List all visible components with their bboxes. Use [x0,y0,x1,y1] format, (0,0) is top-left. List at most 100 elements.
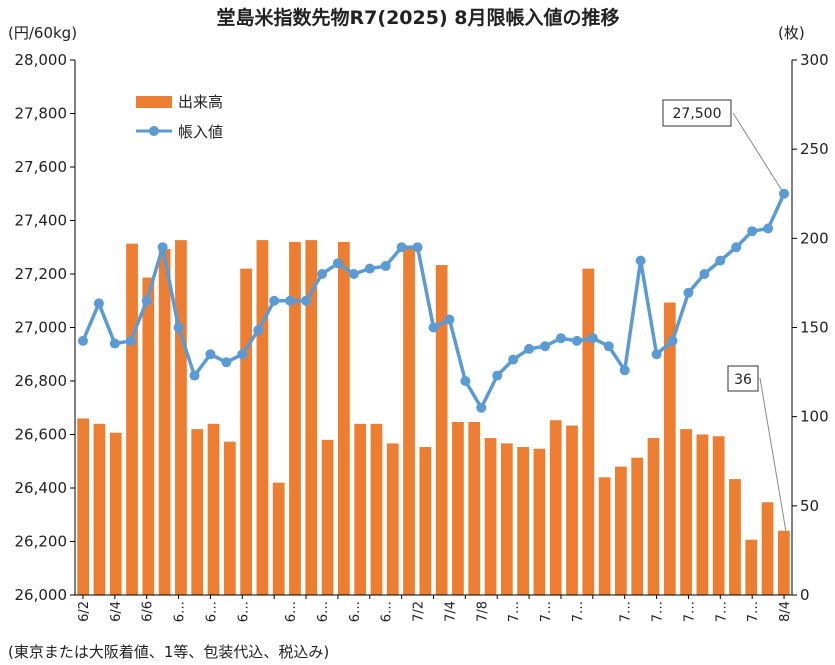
line-point-4 [141,295,152,306]
y-right-tick-4: 200 [800,229,829,247]
line-point-35 [635,255,646,266]
line-point-3 [125,335,136,346]
line-point-11 [253,325,264,336]
bar-29 [549,420,562,595]
annotation-box-1 [662,99,732,127]
x-tick-8: 6… [348,601,363,622]
bar-38 [696,434,709,595]
bar-17 [354,423,367,595]
x-tick-5: 6… [236,601,251,622]
annotation-box-2 [727,365,759,392]
bar-42 [761,502,774,595]
line-point-34 [619,365,630,376]
bar-4 [142,277,155,595]
line-point-1 [93,298,104,309]
x-tick-10: 7/2 [412,601,427,622]
line-point-38 [683,287,694,298]
line-point-22 [428,322,439,333]
line-point-37 [667,335,678,346]
annotation-label-1: 27,500 [673,106,722,122]
x-tick-18: 7… [682,601,697,622]
y-right-tick-3: 150 [800,319,829,337]
line-point-17 [348,269,359,279]
bar-16 [338,241,350,595]
line-point-13 [285,295,296,306]
line-point-20 [396,242,407,253]
bar-35 [647,438,660,595]
footnote: (東京または大阪着値、1等、包装代込、税込み) [8,643,329,661]
y-left-tick-7: 27,400 [15,212,68,230]
line-point-16 [332,258,343,269]
line-point-23 [444,314,455,325]
bar-1 [93,423,106,595]
y-left-tick-3: 26,600 [15,426,68,444]
line-point-33 [603,341,614,352]
bar-25 [484,438,497,595]
bar-37 [680,429,692,595]
x-tick-7: 6… [316,601,331,622]
bar-3 [126,243,138,595]
legend: 出来高 帳入値 [125,82,243,152]
bar-series [77,240,790,596]
x-tick-0: 6/2 [77,601,92,622]
x-tick-16: 7… [619,601,634,622]
bar-7 [191,429,204,595]
bar-12 [272,482,285,595]
y-right-unit: (枚) [778,24,805,42]
x-tick-2: 6/6 [141,601,156,622]
x-tick-9: 6… [380,601,395,622]
annotations: 27,500 36 [662,99,787,531]
x-tick-14: 7… [539,601,554,622]
y-left-unit: (円/60kg) [8,24,77,42]
y-left-tick-4: 26,800 [15,372,68,390]
bar-31 [582,268,595,595]
y-left-tick-10: 28,000 [15,51,68,69]
line-point-25 [476,402,487,413]
bar-19 [386,443,399,595]
bar-33 [615,466,627,595]
x-tick-21: 8/4 [778,601,793,622]
line-point-30 [555,333,566,344]
line-point-28 [524,343,535,354]
y-right-tick-1: 50 [800,497,819,515]
bar-28 [533,448,546,595]
annotation-leader-line-2 [759,377,787,531]
y-left-tick-1: 26,200 [15,533,68,551]
line-point-31 [571,335,582,346]
bar-21 [419,446,432,595]
line-point-39 [699,269,710,279]
line-point-36 [651,349,662,360]
line-point-40 [715,255,726,266]
y-left-tick-8: 27,600 [15,158,68,176]
bar-6 [175,240,187,595]
bar-11 [256,240,269,595]
bar-32 [598,477,611,595]
legend-bar-label: 出来高 [178,93,223,111]
line-point-8 [205,349,216,360]
x-tick-20: 7… [746,601,761,622]
y-right-tick-2: 100 [800,408,829,426]
line-point-42 [747,226,758,237]
line-point-19 [380,260,391,271]
legend-line-marker [149,126,159,136]
x-tick-4: 6… [204,601,219,622]
line-point-7 [189,370,200,381]
y-left-tick-2: 26,400 [15,479,68,497]
bar-14 [305,240,318,595]
x-tick-15: 7… [571,601,586,622]
x-tick-1: 6/4 [109,601,124,622]
bar-10 [240,268,252,595]
bar-8 [207,423,220,595]
line-point-12 [269,295,280,306]
line-point-2 [109,338,120,349]
bar-36 [663,302,676,595]
annotation-label-2: 36 [734,372,752,388]
line-point-24 [460,376,471,386]
legend-line-label: 帳入値 [178,123,223,141]
line-point-0 [77,335,88,346]
axes: 26,000 26,200 26,400 26,600 26,800 27,000 27,2… [15,51,829,622]
x-tick-13: 7… [507,601,522,622]
line-point-26 [492,370,503,381]
